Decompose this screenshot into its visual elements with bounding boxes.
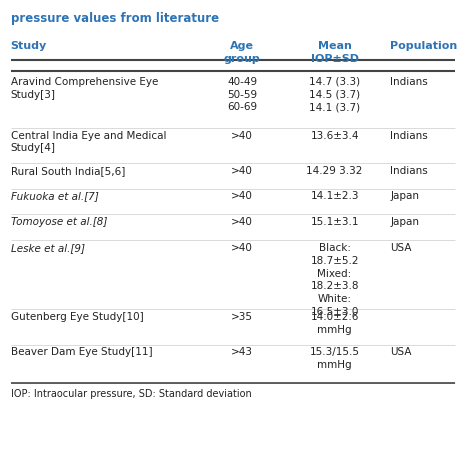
Text: 15.1±3.1: 15.1±3.1 xyxy=(310,217,359,227)
Text: 14.7 (3.3)
14.5 (3.7)
14.1 (3.7): 14.7 (3.3) 14.5 (3.7) 14.1 (3.7) xyxy=(309,77,360,113)
Text: Mean
IOP±SD: Mean IOP±SD xyxy=(310,41,358,64)
Text: Study: Study xyxy=(10,41,47,51)
Text: Black:
18.7±5.2
Mixed:
18.2±3.8
White:
16.5±3.0: Black: 18.7±5.2 Mixed: 18.2±3.8 White: 1… xyxy=(310,243,359,317)
Text: >43: >43 xyxy=(231,348,253,357)
Text: USA: USA xyxy=(390,243,411,253)
Text: >40: >40 xyxy=(231,166,253,176)
Text: 40-49
50-59
60-69: 40-49 50-59 60-69 xyxy=(227,77,257,113)
Text: Japan: Japan xyxy=(390,192,419,202)
Text: Indians: Indians xyxy=(390,166,428,176)
Text: 14.1±2.3: 14.1±2.3 xyxy=(310,192,359,202)
Text: Beaver Dam Eye Study[11]: Beaver Dam Eye Study[11] xyxy=(10,348,152,357)
Text: Indians: Indians xyxy=(390,77,428,87)
Text: pressure values from literature: pressure values from literature xyxy=(10,12,219,24)
Text: Indians: Indians xyxy=(390,130,428,141)
Text: 13.6±3.4: 13.6±3.4 xyxy=(310,130,359,141)
Text: Population: Population xyxy=(390,41,457,51)
Text: >40: >40 xyxy=(231,192,253,202)
Text: >35: >35 xyxy=(231,312,253,322)
Text: Japan: Japan xyxy=(390,217,419,227)
Text: 14.0±2.6
mmHg: 14.0±2.6 mmHg xyxy=(310,312,359,335)
Text: Aravind Comprehensive Eye
Study[3]: Aravind Comprehensive Eye Study[3] xyxy=(10,77,158,99)
Text: 15.3/15.5
mmHg: 15.3/15.5 mmHg xyxy=(310,348,360,370)
Text: 14.29 3.32: 14.29 3.32 xyxy=(306,166,363,176)
Text: Tomoyose et al.[8]: Tomoyose et al.[8] xyxy=(10,217,107,227)
Text: >40: >40 xyxy=(231,243,253,253)
Text: Central India Eye and Medical
Study[4]: Central India Eye and Medical Study[4] xyxy=(10,130,166,154)
Text: Rural South India[5,6]: Rural South India[5,6] xyxy=(10,166,125,176)
Text: Age
group: Age group xyxy=(224,41,260,64)
Text: >40: >40 xyxy=(231,217,253,227)
Text: Leske et al.[9]: Leske et al.[9] xyxy=(10,243,85,253)
Text: >40: >40 xyxy=(231,130,253,141)
Text: USA: USA xyxy=(390,348,411,357)
Text: Fukuoka et al.[7]: Fukuoka et al.[7] xyxy=(10,192,99,202)
Text: IOP: Intraocular pressure, SD: Standard deviation: IOP: Intraocular pressure, SD: Standard … xyxy=(10,389,251,398)
Text: Gutenberg Eye Study[10]: Gutenberg Eye Study[10] xyxy=(10,312,144,322)
